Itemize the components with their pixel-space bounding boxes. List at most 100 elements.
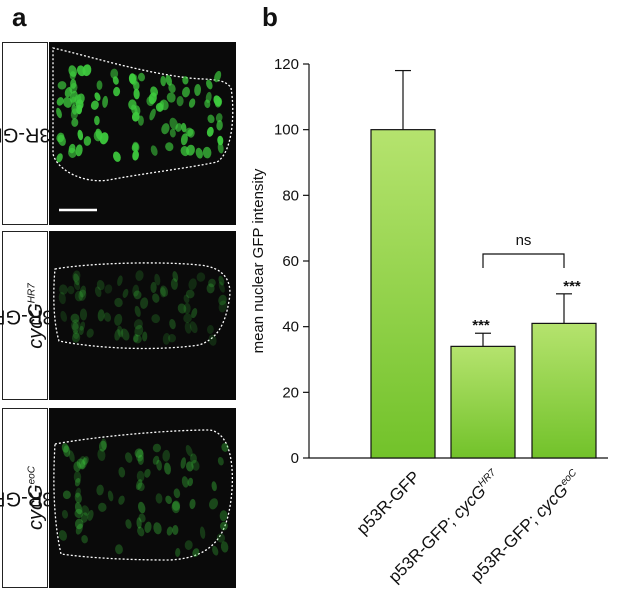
- category-label-1: p53R-GFP: [353, 467, 424, 538]
- micro-2-nucleus: [94, 286, 102, 298]
- micro-3-nucleus: [138, 513, 146, 523]
- micro-1-nucleus: [69, 71, 76, 80]
- micro-3-nucleus: [184, 540, 193, 550]
- micro-2-nucleus: [167, 334, 177, 343]
- row-3-label: p53R-GFP;cycGeoC: [0, 408, 76, 588]
- micro-2-nucleus: [134, 324, 144, 337]
- bar-1: [370, 129, 436, 459]
- micro-1-nucleus: [182, 76, 189, 85]
- micro-1-nucleus: [206, 79, 213, 90]
- micro-1-nucleus: [95, 128, 103, 141]
- micro-1-nucleus: [161, 123, 170, 135]
- micro-1-nucleus: [112, 76, 119, 85]
- micro-2-nucleus: [159, 287, 166, 298]
- micro-2-nucleus: [218, 281, 225, 293]
- micro-2-nucleus: [133, 334, 142, 344]
- category-label-3-main: p53R-GFP;: [467, 508, 545, 586]
- micro-3-nucleus: [180, 457, 187, 469]
- micro-2-nucleus: [170, 278, 178, 290]
- micro-1-nucleus: [68, 147, 77, 158]
- y-tick-label-20: 20: [282, 384, 299, 401]
- micro-3-nucleus: [137, 454, 144, 465]
- micro-1-nucleus: [134, 105, 141, 116]
- micro-3-nucleus: [74, 518, 84, 530]
- micro-2-nucleus: [206, 283, 215, 294]
- micro-2-nucleus: [78, 325, 84, 336]
- micro-image-3-svg: [53, 429, 234, 561]
- bar-chart: 0 20 40 60 80 100 120 mean nuclear GFP intensit…: [250, 56, 608, 587]
- panel-b-letter: b: [262, 2, 278, 32]
- micro-3-nucleus: [80, 457, 88, 470]
- micro-2-nucleus: [73, 281, 81, 291]
- micro-2-nucleus: [103, 312, 112, 322]
- micro-3-nucleus: [61, 509, 69, 519]
- micro-1-nucleus: [169, 128, 176, 138]
- micro-1-nucleus: [150, 145, 158, 156]
- micro-2-nucleus: [218, 300, 227, 313]
- micro-1-nucleus: [64, 87, 73, 98]
- micro-3-nucleus: [219, 521, 228, 531]
- micro-image-1: [49, 42, 236, 225]
- micro-2-nucleus: [169, 318, 176, 330]
- micro-3-nucleus: [166, 526, 173, 536]
- micro-3-nucleus: [136, 470, 145, 482]
- micro-3-nucleus: [75, 487, 81, 498]
- significance-2: ***: [472, 317, 490, 334]
- micro-3-nucleus: [152, 455, 160, 465]
- row-3-label-sup: eoC: [26, 466, 38, 485]
- micro-3-nucleus: [212, 545, 219, 556]
- micro-image-2-svg: [53, 262, 231, 350]
- micro-1-nucleus: [182, 86, 190, 98]
- y-tick-label-60: 60: [282, 253, 299, 270]
- micro-3-nucleus: [137, 482, 145, 492]
- micro-image-2: [49, 231, 236, 400]
- micro-1-nucleus: [166, 92, 176, 103]
- micro-2-nucleus: [79, 321, 86, 331]
- micro-3-nucleus: [216, 533, 226, 543]
- micro-3-nucleus: [135, 449, 144, 462]
- micro-3-nucleus: [125, 452, 133, 463]
- micro-2-nucleus: [196, 272, 206, 282]
- micro-1-nucleus: [128, 73, 137, 85]
- micro-2-nucleus: [142, 331, 148, 342]
- micro-2-nucleus: [150, 281, 157, 294]
- micro-3-nucleus: [192, 548, 200, 557]
- micro-1-nucleus: [76, 65, 86, 77]
- micro-1-nucleus: [137, 115, 144, 126]
- micro-2-nucleus: [59, 284, 68, 295]
- micro-3-nucleus: [74, 508, 84, 519]
- micro-2-nucleus: [117, 325, 124, 338]
- micro-3-nucleus: [134, 448, 144, 458]
- micro-1-nucleus: [70, 108, 79, 120]
- micro-2-nucleus: [160, 285, 169, 297]
- micro-3-nucleus: [107, 490, 114, 502]
- y-tick-label-40: 40: [282, 319, 299, 336]
- micro-1-nucleus: [181, 122, 187, 133]
- micro-2-nucleus: [114, 313, 123, 326]
- micro-2-nucleus: [114, 329, 121, 341]
- micro-3-nucleus: [96, 484, 104, 496]
- micro-1-nucleus: [132, 150, 139, 161]
- micro-3-nucleus: [81, 512, 89, 523]
- micro-3-nucleus: [74, 492, 82, 504]
- micro-1-nucleus: [188, 98, 196, 108]
- micro-1-nucleus: [202, 146, 212, 159]
- micro-1-nucleus: [63, 96, 73, 108]
- micro-1-nucleus: [168, 83, 176, 93]
- micro-1-nucleus: [56, 153, 63, 163]
- micro-1-nucleus: [194, 84, 202, 96]
- significance-3: ***: [563, 278, 581, 295]
- micro-1-nucleus: [77, 129, 84, 141]
- micro-3-nucleus: [137, 526, 145, 537]
- micro-3-nucleus: [81, 505, 90, 516]
- micro-3-nucleus: [211, 481, 217, 492]
- micro-1-nucleus: [206, 126, 214, 137]
- micro-1-nucleus: [214, 70, 222, 83]
- micro-1-nucleus: [102, 95, 109, 108]
- micro-3-nucleus: [98, 440, 107, 452]
- y-tick-label-0: 0: [291, 450, 299, 467]
- micro-1-nucleus: [76, 93, 85, 105]
- micro-3-nucleus: [75, 523, 83, 535]
- micro-2-nucleus: [78, 289, 87, 301]
- micro-3-nucleus: [136, 517, 142, 529]
